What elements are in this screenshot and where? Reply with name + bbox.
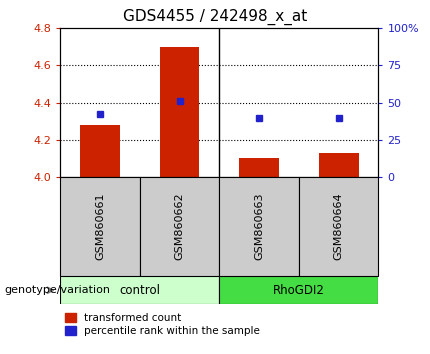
FancyBboxPatch shape — [60, 177, 140, 276]
Legend: transformed count, percentile rank within the sample: transformed count, percentile rank withi… — [65, 313, 260, 336]
FancyBboxPatch shape — [219, 177, 299, 276]
Text: control: control — [119, 284, 160, 297]
FancyBboxPatch shape — [219, 276, 378, 304]
Text: RhoGDI2: RhoGDI2 — [273, 284, 325, 297]
FancyBboxPatch shape — [299, 177, 378, 276]
Text: GSM860664: GSM860664 — [334, 193, 344, 261]
Text: GSM860661: GSM860661 — [95, 193, 105, 260]
Text: GSM860663: GSM860663 — [254, 193, 264, 260]
FancyBboxPatch shape — [140, 177, 219, 276]
Text: GDS4455 / 242498_x_at: GDS4455 / 242498_x_at — [123, 9, 307, 25]
Text: genotype/variation: genotype/variation — [4, 285, 111, 295]
FancyBboxPatch shape — [60, 276, 219, 304]
Bar — [319, 153, 359, 177]
Bar — [160, 47, 200, 177]
Bar — [80, 125, 120, 177]
Text: GSM860662: GSM860662 — [175, 193, 184, 261]
Bar — [239, 159, 279, 177]
